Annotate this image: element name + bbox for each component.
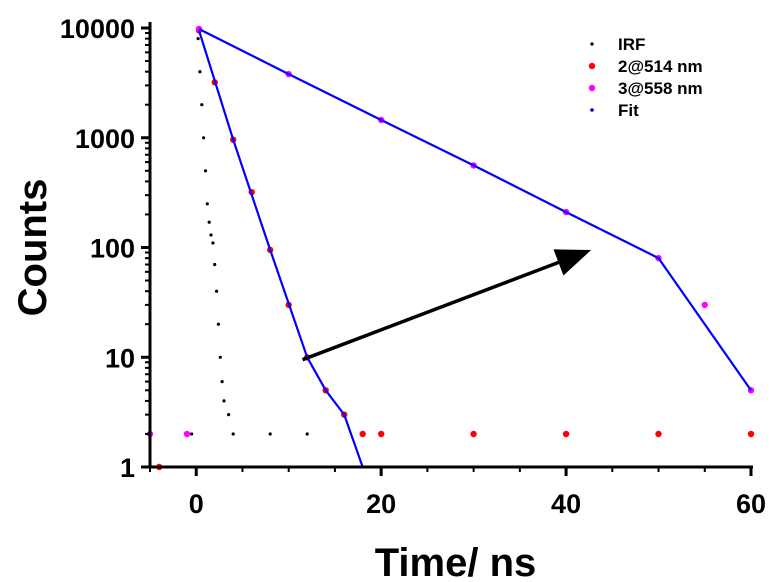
- series-irf-point-13: [218, 355, 222, 359]
- series-irf-point-4: [202, 136, 206, 140]
- y-tick-label-0: 1: [120, 453, 135, 483]
- series-irf-point-17: [231, 432, 235, 436]
- series-irf-point-5: [203, 169, 208, 173]
- series-fit-line-4: [198, 28, 752, 391]
- series-irf-point-7: [207, 220, 211, 224]
- legend-marker-fit: [590, 108, 594, 112]
- annotation-arrow-0: [301, 249, 592, 362]
- y-tick-label-1: 10: [105, 343, 135, 373]
- axes: 0 20 40 60 1 10 100 1000 10000 Time/ ns Counts: [11, 14, 766, 582]
- legend-label-2-514-nm: 2@514 nm: [618, 57, 703, 76]
- series-irf-point-10: [213, 262, 217, 267]
- x-tick-label-3: 60: [736, 489, 766, 519]
- legend-marker-3-558-nm: [588, 84, 596, 92]
- series-2-514-nm-point-14: [655, 430, 662, 438]
- series-2-514-nm-point-11: [378, 430, 385, 438]
- series-irf-point-8: [209, 233, 213, 237]
- series-2-514-nm-point-10: [359, 430, 366, 438]
- x-axis-title: Time/ ns: [375, 541, 537, 582]
- series-irf-point-6: [205, 202, 209, 206]
- legend-marker-irf: [590, 42, 594, 46]
- legend-label-3-558-nm: 3@558 nm: [618, 79, 703, 98]
- series-3-558-nm-point-1: [183, 430, 191, 438]
- legend: IRF 2@514 nm 3@558 nm Fit: [588, 35, 703, 120]
- x-tick-label-0: 0: [189, 489, 204, 519]
- series-irf-point-2: [198, 70, 202, 74]
- series-irf-point-15: [222, 399, 226, 403]
- y-tick-label-4: 10000: [60, 14, 135, 44]
- series-2-514-nm-point-13: [562, 430, 570, 438]
- plot-area: [146, 25, 755, 471]
- series-irf-point-16: [227, 413, 231, 417]
- x-tick-label-2: 40: [551, 489, 581, 519]
- series-2-514-nm-point-12: [470, 430, 477, 438]
- legend-label-fit: Fit: [618, 101, 639, 120]
- series-3-558-nm-point-8: [701, 301, 708, 309]
- series-irf-point-12: [216, 322, 220, 326]
- y-tick-label-3: 1000: [75, 124, 135, 154]
- legend-label-irf: IRF: [618, 35, 645, 54]
- series-irf-point-19: [305, 432, 309, 436]
- legend-marker-2-514-nm: [588, 62, 596, 70]
- series-irf-point-11: [215, 289, 219, 293]
- series-irf-point-1: [196, 37, 200, 41]
- series-irf-point-18: [268, 432, 272, 436]
- y-tick-label-2: 100: [90, 234, 135, 264]
- series-irf-point-3: [200, 103, 204, 107]
- series-irf-point-14: [220, 380, 224, 384]
- series-2-514-nm-point-15: [747, 430, 755, 438]
- x-tick-label-1: 20: [366, 489, 396, 519]
- y-axis-title: Counts: [11, 179, 55, 317]
- series-irf-point-0: [190, 432, 194, 436]
- series-irf-point-9: [211, 241, 215, 245]
